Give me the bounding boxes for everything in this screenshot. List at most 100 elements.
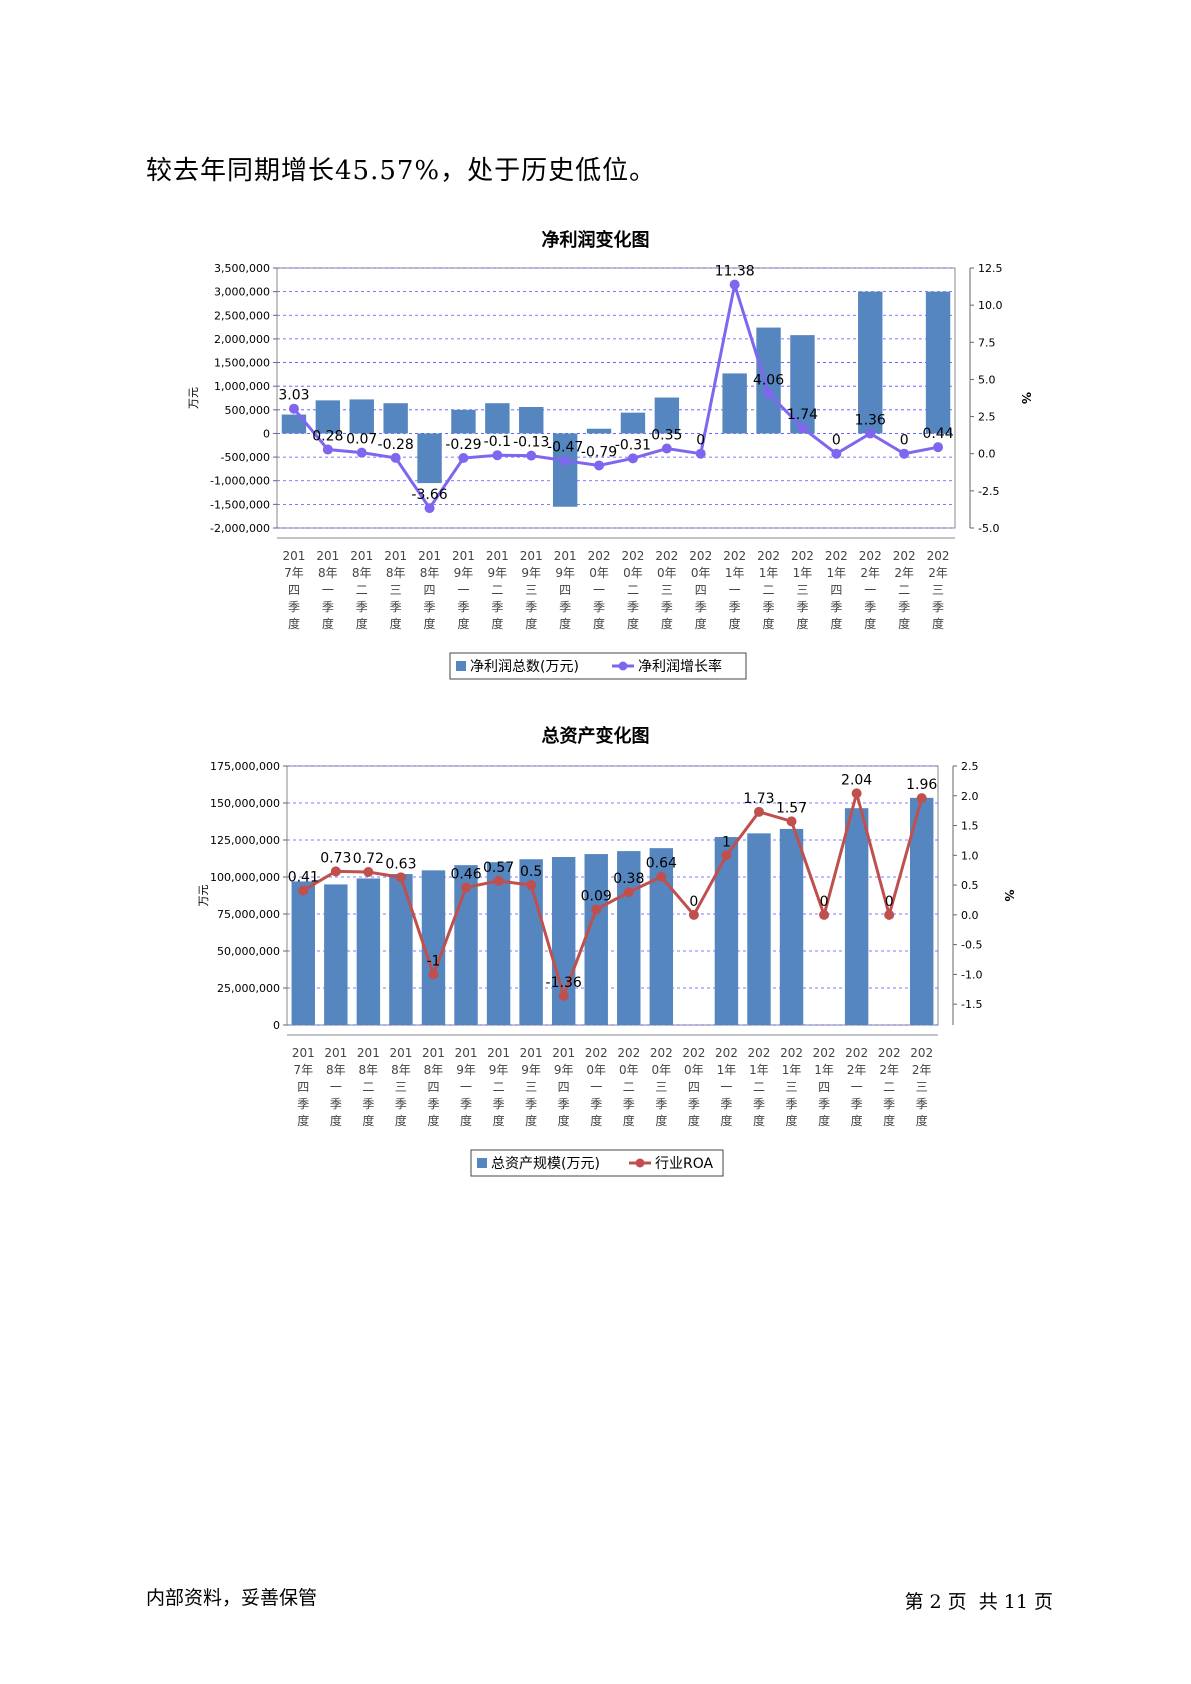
x-tick-label: 三 (796, 583, 808, 597)
left-tick-label: 0 (273, 1019, 280, 1032)
x-tick-label: 度 (627, 616, 639, 631)
x-tick-label: 二 (356, 583, 368, 597)
x-tick-label: 度 (460, 1113, 472, 1128)
legend-line-label: 净利润增长率 (638, 658, 722, 675)
x-tick-label: 202 (813, 1046, 836, 1060)
x-tick-label: 度 (493, 1113, 505, 1128)
x-tick-label: 度 (655, 1113, 667, 1128)
x-tick-label: 201 (520, 549, 543, 563)
line-point (729, 279, 740, 290)
x-tick-label: 0年 (691, 566, 711, 580)
point-label: 1.96 (906, 777, 937, 793)
x-tick-label: 度 (851, 1113, 863, 1128)
line-point (395, 872, 406, 883)
x-tick-label: 201 (324, 1046, 347, 1060)
x-tick-label: 度 (330, 1113, 342, 1128)
line-point (786, 816, 797, 827)
point-label: 0.57 (483, 860, 514, 876)
x-tick-label: 201 (452, 549, 475, 563)
x-tick-label: 202 (682, 1046, 705, 1060)
x-tick-label: 一 (720, 1080, 732, 1094)
x-tick-label: 202 (650, 1046, 673, 1060)
x-tick-label: 度 (427, 1113, 439, 1128)
x-tick-label: 度 (932, 616, 944, 631)
x-tick-label: 201 (552, 1046, 575, 1060)
x-tick-label: 一 (460, 1080, 472, 1094)
line-point (899, 448, 910, 459)
bar (389, 874, 413, 1025)
point-label: 0.41 (288, 869, 319, 885)
left-tick-label: -2,000,000 (210, 522, 270, 535)
x-tick-label: 二 (898, 583, 910, 597)
x-tick-label: 季 (883, 1097, 895, 1111)
line-point (933, 442, 944, 453)
right-tick-label: -0.5 (961, 939, 982, 952)
x-tick-label: 201 (486, 549, 509, 563)
bar (552, 433, 578, 507)
bar (722, 373, 747, 434)
x-tick-label: 9年 (521, 1063, 541, 1077)
x-tick-label: 202 (825, 549, 848, 563)
x-tick-label: 2年 (879, 1063, 899, 1077)
x-tick-label: 四 (558, 1080, 570, 1094)
right-tick-label: 0.0 (961, 909, 979, 922)
x-tick-label: 季 (525, 1097, 537, 1111)
x-tick-label: 度 (818, 1113, 830, 1128)
x-tick-label: 1年 (814, 1063, 834, 1077)
x-tick-label: 季 (916, 1097, 928, 1111)
x-tick-label: 三 (655, 1080, 667, 1094)
point-label: -0.79 (581, 444, 617, 460)
x-tick-label: 202 (689, 549, 712, 563)
x-tick-label: 四 (818, 1080, 830, 1094)
footer-page-number: 第 2 页 共 11 页 (904, 1591, 1053, 1613)
x-tick-label: 201 (389, 1046, 412, 1060)
right-tick-label: 5.0 (978, 373, 996, 386)
x-tick-label: 度 (830, 616, 842, 631)
x-tick-label: 202 (893, 549, 916, 563)
x-tick-label: 8年 (326, 1063, 346, 1077)
line-point (721, 850, 732, 861)
left-tick-label: 25,000,000 (217, 982, 280, 995)
x-tick-label: 度 (525, 616, 537, 631)
left-axis-title: 万元 (197, 885, 210, 907)
x-tick-label: 度 (661, 616, 673, 631)
line-point (661, 443, 672, 454)
x-tick-label: 7年 (284, 566, 304, 580)
line-point (851, 788, 862, 799)
bar (421, 870, 446, 1025)
left-tick-label: 2,000,000 (214, 333, 270, 346)
left-tick-label: 1,500,000 (214, 357, 270, 370)
x-tick-label: 度 (590, 1113, 602, 1128)
left-tick-label: 1,000,000 (214, 380, 270, 393)
x-tick-label: 季 (558, 1097, 570, 1111)
point-label: 11.38 (715, 264, 755, 280)
x-tick-label: 一 (457, 583, 469, 597)
x-tick-label: 季 (593, 600, 605, 614)
x-tick-label: 度 (457, 616, 469, 631)
x-tick-label: 二 (491, 583, 503, 597)
bar (756, 327, 781, 434)
x-tick-label: 季 (330, 1097, 342, 1111)
right-tick-label: 0.0 (978, 448, 996, 461)
x-tick-label: 度 (720, 1113, 732, 1128)
x-tick-label: 1年 (725, 566, 745, 580)
x-tick-label: 四 (695, 583, 707, 597)
x-tick-label: 8年 (318, 566, 338, 580)
x-tick-label: 三 (786, 1080, 798, 1094)
x-tick-label: 9年 (456, 1063, 476, 1077)
x-tick-label: 1年 (749, 1063, 769, 1077)
point-label: 0.63 (385, 856, 416, 872)
line-point (458, 453, 469, 464)
x-tick-label: 二 (627, 583, 639, 597)
x-tick-label: 一 (729, 583, 741, 597)
x-tick-label: 季 (898, 600, 910, 614)
line-point (865, 428, 876, 439)
x-tick-label: 季 (864, 600, 876, 614)
point-label: 4.06 (753, 372, 784, 388)
x-tick-label: 一 (593, 583, 605, 597)
x-tick-label: 0年 (586, 1063, 606, 1077)
x-tick-label: 季 (729, 600, 741, 614)
x-tick-label: 三 (525, 583, 537, 597)
x-tick-label: 四 (559, 583, 571, 597)
x-tick-label: 一 (330, 1080, 342, 1094)
